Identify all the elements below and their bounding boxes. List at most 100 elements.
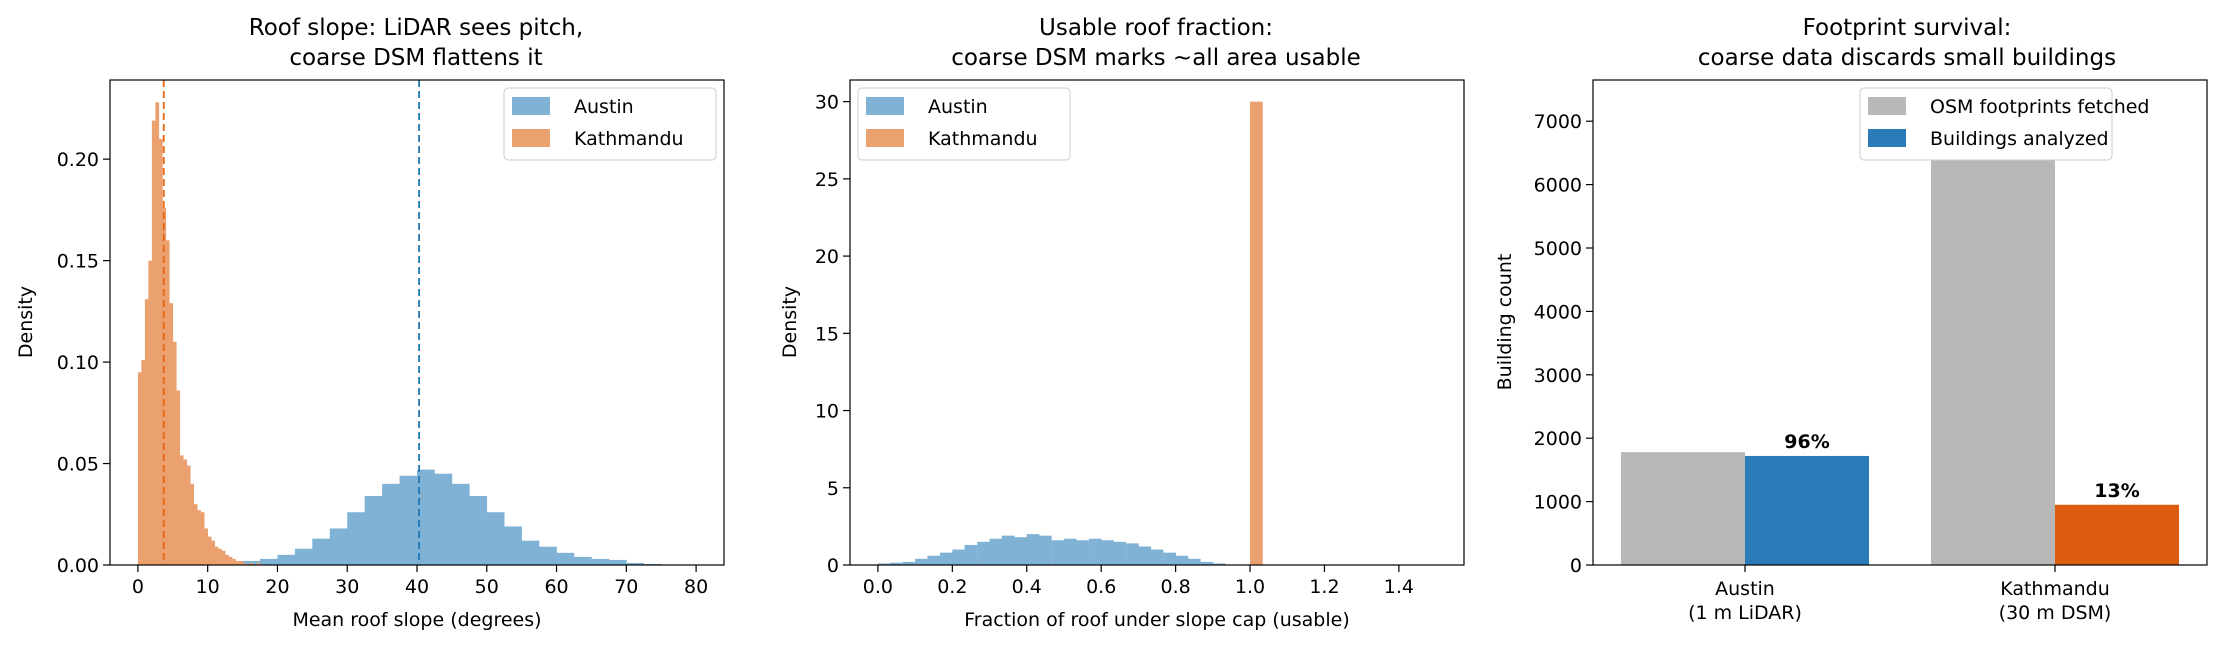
bar-kathmandu xyxy=(165,240,170,565)
x-tick-label: 50 xyxy=(475,576,499,598)
y-axis-label: Building count xyxy=(1494,254,1516,391)
y-tick-label: 20 xyxy=(815,246,839,268)
panel-footprint-survival: Footprint survival: coarse data discards… xyxy=(1494,15,2208,624)
bar-kathmandu xyxy=(172,341,177,565)
legend-label-kathmandu: Kathmandu xyxy=(928,128,1038,150)
bar-kathmandu xyxy=(186,465,191,565)
bar-austin xyxy=(347,512,365,565)
bar-kathmandu xyxy=(197,510,202,565)
x-tick-label: 40 xyxy=(405,576,429,598)
bar-austin xyxy=(1051,540,1065,565)
bar-kathmandu xyxy=(141,360,146,565)
plot-frame xyxy=(1592,79,2208,566)
bar-kathmandu xyxy=(190,483,195,565)
bar-kathmandu xyxy=(214,546,219,565)
x-axis: 0.0 0.2 0.4 0.6 0.8 1.0 1.2 1.4 xyxy=(863,565,1414,598)
bar-austin xyxy=(504,526,522,565)
chart-title: Usable roof fraction: xyxy=(1039,15,1273,41)
bar-kathmandu xyxy=(148,260,153,565)
bar-austin xyxy=(964,544,978,565)
y-axis: 0 1000 2000 3000 4000 5000 6000 7000 xyxy=(1534,111,1593,577)
y-axis-label: Density xyxy=(15,286,37,358)
y-tick-label: 0 xyxy=(827,555,839,577)
bar-kathmandu xyxy=(239,560,243,565)
bar-kathmandu xyxy=(228,556,233,565)
bar-kathmandu xyxy=(151,120,156,565)
bar-osm-fetched xyxy=(1931,105,2055,566)
x-tick-label: 60 xyxy=(544,576,568,598)
y-tick-label: 25 xyxy=(815,169,839,191)
x-tick-label: 0.0 xyxy=(863,576,893,598)
bar-austin xyxy=(989,538,1003,565)
bar-austin xyxy=(1014,537,1028,565)
bar-austin xyxy=(977,541,990,565)
bar-kathmandu xyxy=(183,459,188,565)
x-tick-label: 30 xyxy=(335,576,359,598)
bar-austin xyxy=(451,483,470,565)
bar-austin xyxy=(1200,561,1214,565)
bar-austin xyxy=(1212,563,1226,565)
legend-swatch-austin xyxy=(512,97,550,115)
y-tick-label: 5 xyxy=(827,478,839,500)
bar-kathmandu xyxy=(218,548,222,565)
bar-kathmandu xyxy=(179,455,184,565)
bar-kathmandu xyxy=(232,558,236,565)
bar-annotation: 13% xyxy=(2094,480,2139,502)
bar-austin xyxy=(1063,538,1077,565)
bar-austin xyxy=(1101,540,1114,565)
x-tick-label: (30 m DSM) xyxy=(1999,602,2112,624)
bar-kathmandu xyxy=(155,102,160,565)
bar-austin xyxy=(382,483,400,565)
bar-osm-fetched xyxy=(1621,452,1745,565)
y-tick-label: 2000 xyxy=(1534,428,1582,450)
bar-kathmandu xyxy=(158,138,163,565)
x-tick-label: 0.2 xyxy=(937,576,967,598)
legend-label-austin: Austin xyxy=(928,96,988,118)
legend-swatch-austin xyxy=(866,97,904,115)
bar-kathmandu xyxy=(204,528,208,565)
bar-austin xyxy=(469,496,488,565)
y-tick-label: 0.20 xyxy=(57,149,99,171)
bar-austin xyxy=(1150,549,1164,565)
bar-kathmandu xyxy=(200,512,205,565)
y-tick-label: 3000 xyxy=(1534,365,1582,387)
bar-kathmandu xyxy=(169,303,174,565)
y-axis: 0.00 0.05 0.10 0.15 0.20 xyxy=(57,149,110,577)
y-tick-label: 10 xyxy=(815,401,839,423)
histogram-bars xyxy=(137,102,662,565)
legend-swatch-kathmandu xyxy=(866,129,904,147)
panel-usable-fraction: Usable roof fraction: coarse DSM marks ~… xyxy=(779,15,1465,631)
legend: OSM footprints fetched Buildings analyze… xyxy=(1859,87,2149,161)
legend-swatch-analyzed xyxy=(1868,129,1906,147)
y-tick-label: 4000 xyxy=(1534,301,1582,323)
bar-austin xyxy=(399,475,418,565)
bar-kathmandu xyxy=(235,560,240,565)
bar-kathmandu xyxy=(225,554,229,565)
bar-austin xyxy=(608,559,627,565)
x-tick-label: 0.4 xyxy=(1012,576,1042,598)
bar-austin xyxy=(539,546,557,565)
y-tick-label: 1000 xyxy=(1534,492,1582,514)
legend-box xyxy=(857,87,1071,161)
y-tick-label: 0.05 xyxy=(57,454,99,476)
bar-austin xyxy=(573,556,592,565)
legend-label-analyzed: Buildings analyzed xyxy=(1930,128,2109,150)
panel-roof-slope: Roof slope: LiDAR sees pitch, coarse DSM… xyxy=(15,15,725,631)
legend-box xyxy=(503,87,717,161)
bar-analyzed xyxy=(2055,504,2179,565)
bar-austin xyxy=(1187,558,1201,565)
bar-annotation: 96% xyxy=(1784,431,1829,453)
x-tick-label: Austin xyxy=(1715,578,1775,600)
bar-austin xyxy=(329,528,348,565)
x-tick-label: 1.2 xyxy=(1309,576,1339,598)
bar-kathmandu xyxy=(221,550,226,565)
bar-austin xyxy=(1175,555,1189,565)
bar-kathmandu xyxy=(1250,101,1263,565)
bar-austin xyxy=(915,558,928,565)
bar-austin xyxy=(294,548,313,565)
bar-kathmandu xyxy=(176,390,181,565)
chart-subtitle: coarse DSM marks ~all area usable xyxy=(951,45,1361,71)
x-tick-label: (1 m LiDAR) xyxy=(1688,602,1802,624)
y-tick-label: 7000 xyxy=(1534,111,1582,133)
